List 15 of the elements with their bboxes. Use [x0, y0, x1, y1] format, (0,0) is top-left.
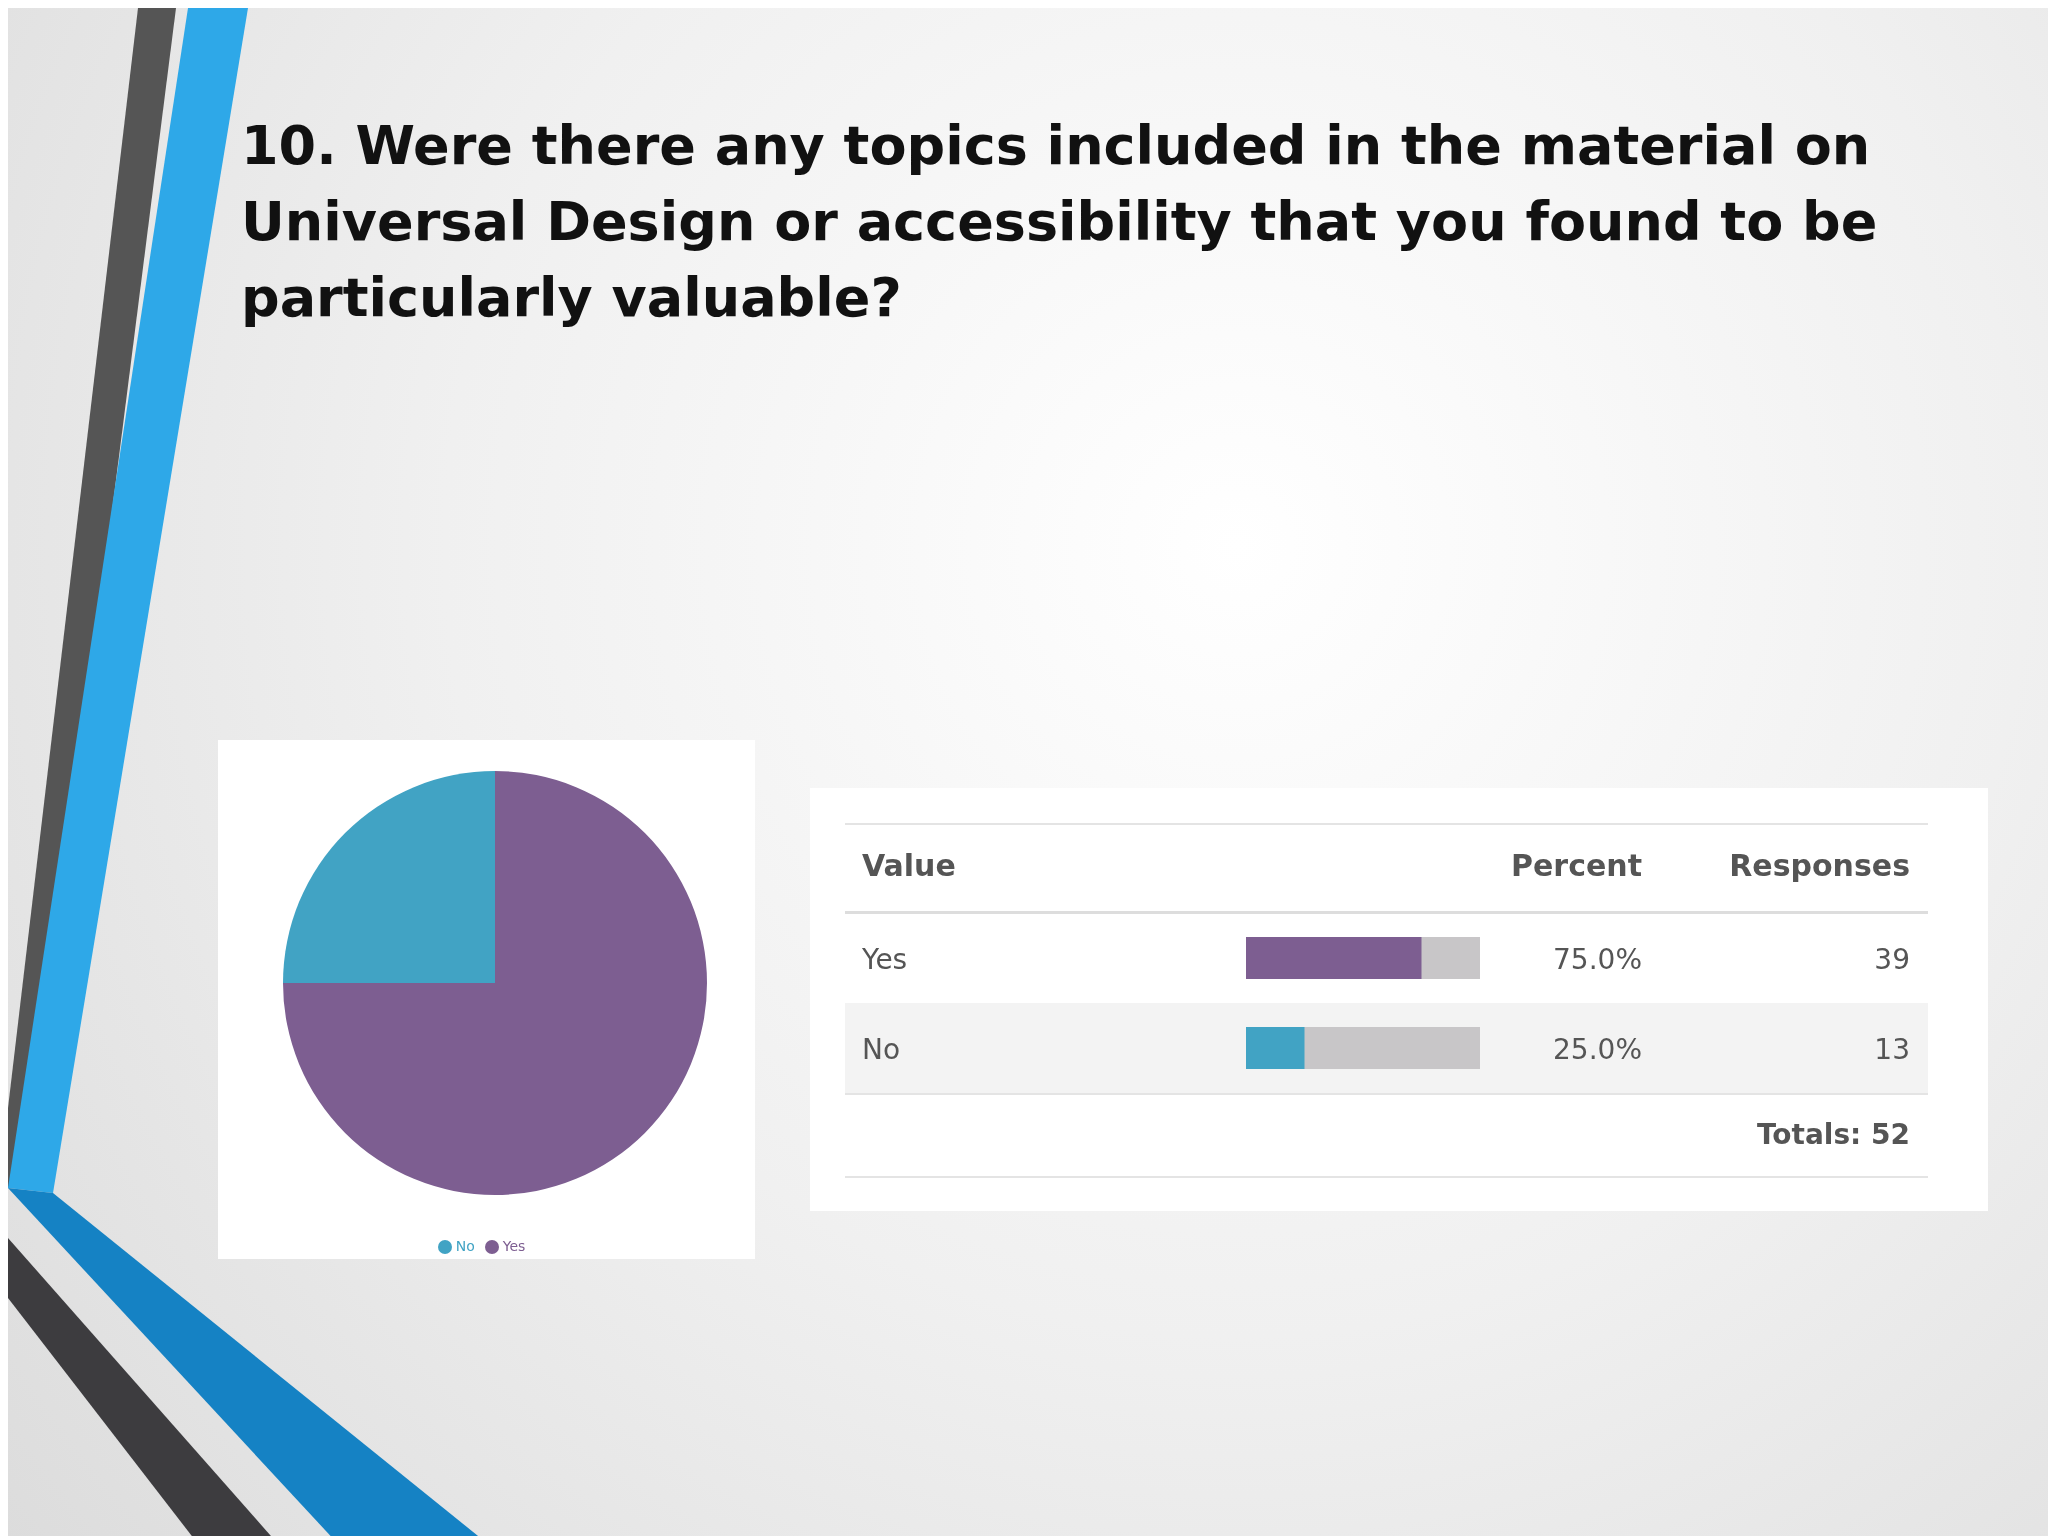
- data-label: 25.0%: [1553, 1033, 1642, 1066]
- pie-slice: [283, 771, 707, 1195]
- text: 13: [1874, 1033, 1910, 1066]
- category-label: No: [862, 1033, 901, 1066]
- legend-label: No: [455, 1238, 475, 1254]
- text: Responses: [1729, 848, 1910, 883]
- text: Value: [862, 848, 956, 883]
- text: Percent: [1511, 848, 1642, 883]
- pie-slice: [283, 771, 495, 983]
- text: Totals: 52: [1756, 1118, 1910, 1151]
- text: 10. Were there any topics included in the material on Universal Design or accessibility that you found to be particularly valuable?: [241, 113, 1879, 331]
- legend-label: Yes: [502, 1238, 526, 1254]
- text: 39: [1874, 943, 1910, 976]
- category-label: Yes: [862, 943, 908, 976]
- data-label: 75.0%: [1553, 943, 1642, 976]
